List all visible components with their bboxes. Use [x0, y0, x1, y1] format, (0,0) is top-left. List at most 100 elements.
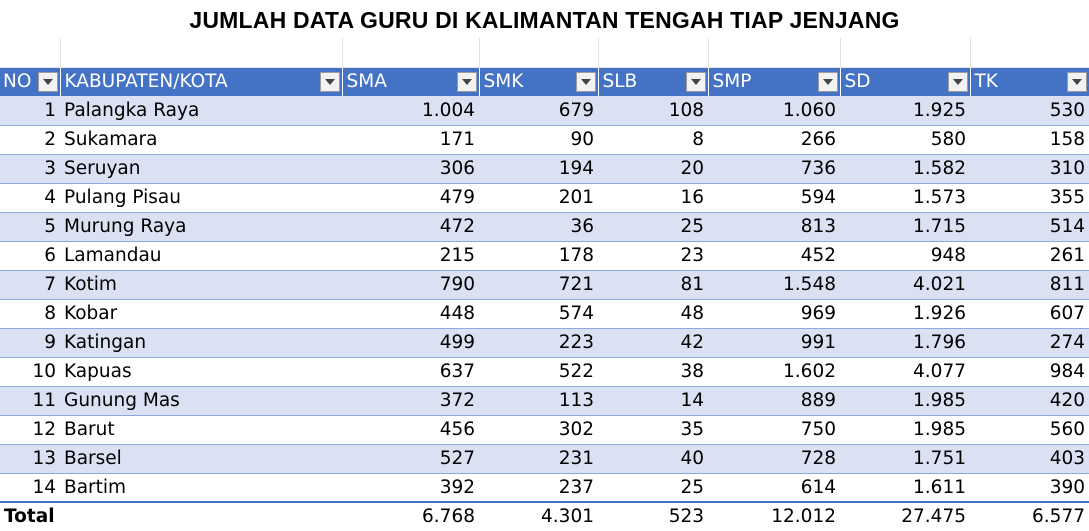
cell-sd[interactable]: 1.985	[840, 386, 970, 416]
cell-smk[interactable]: 302	[479, 415, 598, 445]
cell-smk[interactable]: 36	[479, 212, 598, 242]
cell-slb[interactable]: 81	[598, 270, 708, 300]
cell-no[interactable]: 14	[0, 473, 60, 503]
total-smp[interactable]: 12.012	[708, 501, 840, 531]
total-label[interactable]: Total	[0, 501, 60, 531]
cell-smp[interactable]: 889	[708, 386, 840, 416]
cell-sd[interactable]: 1.985	[840, 415, 970, 445]
total-sd[interactable]: 27.475	[840, 501, 970, 531]
cell-sd[interactable]: 1.582	[840, 154, 970, 184]
cell-smp[interactable]: 1.060	[708, 96, 840, 126]
filter-dropdown-icon[interactable]	[575, 71, 596, 92]
cell-no[interactable]: 7	[0, 270, 60, 300]
cell-sd[interactable]: 4.021	[840, 270, 970, 300]
cell-no[interactable]: 9	[0, 328, 60, 358]
cell-smp[interactable]: 266	[708, 125, 840, 155]
cell-no[interactable]: 3	[0, 154, 60, 184]
cell-no[interactable]: 8	[0, 299, 60, 329]
cell-smp[interactable]: 594	[708, 183, 840, 213]
cell-no[interactable]: 10	[0, 357, 60, 387]
cell-smp[interactable]: 1.602	[708, 357, 840, 387]
cell-kabupaten-kota[interactable]: Lamandau	[60, 241, 342, 271]
cell-no[interactable]: 2	[0, 125, 60, 155]
cell-sma[interactable]: 499	[342, 328, 479, 358]
filter-dropdown-icon[interactable]	[947, 71, 968, 92]
cell-smk[interactable]: 237	[479, 473, 598, 503]
cell-smk[interactable]: 90	[479, 125, 598, 155]
cell-no[interactable]: 13	[0, 444, 60, 474]
total-smk[interactable]: 4.301	[479, 501, 598, 531]
cell-tk[interactable]: 355	[970, 183, 1089, 213]
cell-slb[interactable]: 14	[598, 386, 708, 416]
cell-kabupaten-kota[interactable]: Pulang Pisau	[60, 183, 342, 213]
cell-slb[interactable]: 38	[598, 357, 708, 387]
cell-slb[interactable]: 20	[598, 154, 708, 184]
cell-smp[interactable]: 750	[708, 415, 840, 445]
cell-smk[interactable]: 201	[479, 183, 598, 213]
cell-kabupaten-kota[interactable]: Kobar	[60, 299, 342, 329]
cell-sd[interactable]: 1.611	[840, 473, 970, 503]
cell-smk[interactable]: 223	[479, 328, 598, 358]
filter-dropdown-icon[interactable]	[1066, 71, 1087, 92]
cell-tk[interactable]: 274	[970, 328, 1089, 358]
cell-smk[interactable]: 721	[479, 270, 598, 300]
cell-sd[interactable]: 948	[840, 241, 970, 271]
cell-kabupaten-kota[interactable]: Bartim	[60, 473, 342, 503]
cell-slb[interactable]: 48	[598, 299, 708, 329]
cell-smk[interactable]: 679	[479, 96, 598, 126]
cell-kabupaten-kota[interactable]: Murung Raya	[60, 212, 342, 242]
cell-tk[interactable]: 530	[970, 96, 1089, 126]
cell-smp[interactable]: 813	[708, 212, 840, 242]
cell-sma[interactable]: 637	[342, 357, 479, 387]
cell-sma[interactable]: 215	[342, 241, 479, 271]
cell-no[interactable]: 11	[0, 386, 60, 416]
cell-slb[interactable]: 108	[598, 96, 708, 126]
cell-slb[interactable]: 8	[598, 125, 708, 155]
cell-sd[interactable]: 580	[840, 125, 970, 155]
cell-tk[interactable]: 514	[970, 212, 1089, 242]
cell-tk[interactable]: 607	[970, 299, 1089, 329]
cell-sd[interactable]: 1.796	[840, 328, 970, 358]
cell-tk[interactable]: 811	[970, 270, 1089, 300]
cell-kabupaten-kota[interactable]: Kotim	[60, 270, 342, 300]
cell-sma[interactable]: 790	[342, 270, 479, 300]
total-slb[interactable]: 523	[598, 501, 708, 531]
cell-tk[interactable]: 310	[970, 154, 1089, 184]
cell-tk[interactable]: 984	[970, 357, 1089, 387]
cell-tk[interactable]: 403	[970, 444, 1089, 474]
cell-kabupaten-kota[interactable]: Palangka Raya	[60, 96, 342, 126]
cell-sma[interactable]: 479	[342, 183, 479, 213]
filter-dropdown-icon[interactable]	[319, 71, 340, 92]
filter-dropdown-icon[interactable]	[37, 71, 58, 92]
cell-smp[interactable]: 736	[708, 154, 840, 184]
cell-kabupaten-kota[interactable]: Seruyan	[60, 154, 342, 184]
cell-no[interactable]: 5	[0, 212, 60, 242]
cell-sma[interactable]: 527	[342, 444, 479, 474]
cell-sma[interactable]: 472	[342, 212, 479, 242]
cell-no[interactable]: 4	[0, 183, 60, 213]
total-tk[interactable]: 6.577	[970, 501, 1089, 531]
cell-sd[interactable]: 1.926	[840, 299, 970, 329]
cell-sd[interactable]: 1.573	[840, 183, 970, 213]
cell-kabupaten-kota[interactable]: Katingan	[60, 328, 342, 358]
cell-kabupaten-kota[interactable]: Barut	[60, 415, 342, 445]
cell-no[interactable]: 1	[0, 96, 60, 126]
cell-sma[interactable]: 1.004	[342, 96, 479, 126]
cell-kabupaten-kota[interactable]: Gunung Mas	[60, 386, 342, 416]
cell-sd[interactable]: 1.925	[840, 96, 970, 126]
cell-slb[interactable]: 25	[598, 473, 708, 503]
cell-slb[interactable]: 40	[598, 444, 708, 474]
cell-tk[interactable]: 420	[970, 386, 1089, 416]
cell-sma[interactable]: 306	[342, 154, 479, 184]
cell-tk[interactable]: 158	[970, 125, 1089, 155]
cell-slb[interactable]: 16	[598, 183, 708, 213]
cell-tk[interactable]: 261	[970, 241, 1089, 271]
cell-smk[interactable]: 574	[479, 299, 598, 329]
cell-smp[interactable]: 1.548	[708, 270, 840, 300]
cell-sma[interactable]: 392	[342, 473, 479, 503]
cell-sma[interactable]: 448	[342, 299, 479, 329]
cell-smp[interactable]: 452	[708, 241, 840, 271]
filter-dropdown-icon[interactable]	[456, 71, 477, 92]
cell-smk[interactable]: 113	[479, 386, 598, 416]
cell-smk[interactable]: 194	[479, 154, 598, 184]
